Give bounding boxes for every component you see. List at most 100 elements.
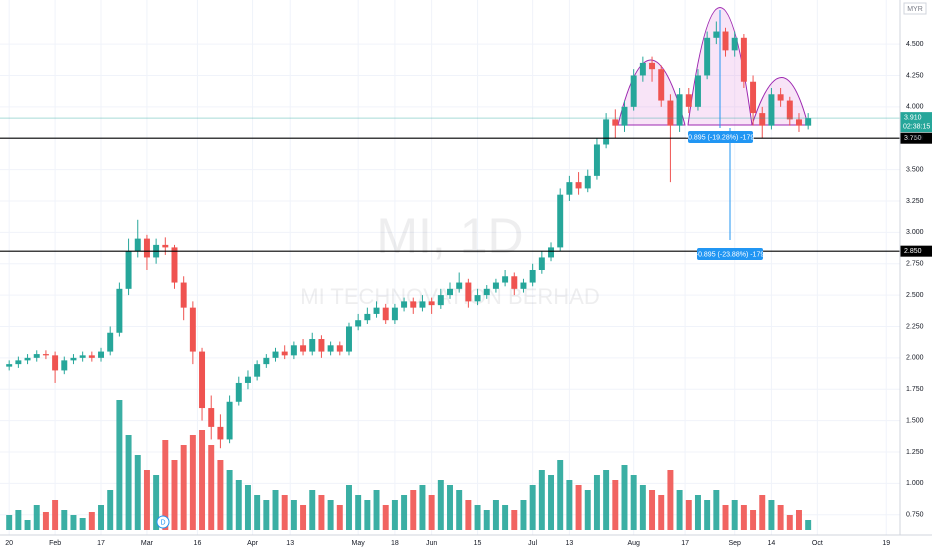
- candle-body: [419, 301, 426, 308]
- candle-body: [722, 31, 729, 51]
- candle-body: [465, 282, 472, 302]
- volume-bar: [254, 495, 261, 530]
- candle-body: [694, 75, 701, 107]
- x-tick-label: Aug: [627, 540, 640, 547]
- y-tick-label: 4.500: [906, 41, 924, 48]
- candle-body: [134, 238, 141, 252]
- volume-bar: [290, 500, 297, 530]
- x-tick-label: 17: [97, 540, 105, 547]
- candle-body: [492, 282, 499, 289]
- volume-bar: [107, 490, 114, 530]
- candle-body: [98, 351, 105, 358]
- candle-body: [630, 75, 637, 107]
- candle-body: [318, 339, 325, 352]
- measure-label: -0.895 (-19.28%) -179: [686, 134, 755, 141]
- x-tick-label: Mar: [141, 540, 154, 547]
- candle-body: [309, 339, 316, 352]
- volume-bar: [116, 400, 123, 530]
- candle-body: [740, 37, 747, 82]
- volume-bar: [603, 470, 610, 530]
- level-label: 2.850: [904, 248, 922, 255]
- candle-body: [199, 351, 206, 409]
- volume-bar: [263, 500, 270, 530]
- volume-bar: [584, 490, 591, 530]
- candle-body: [667, 100, 674, 126]
- volume-bar: [355, 495, 362, 530]
- candle-body: [33, 354, 40, 358]
- x-tick-label: 18: [391, 540, 399, 547]
- volume-bar: [483, 510, 490, 530]
- volume-bar: [143, 470, 150, 530]
- volume-bar: [520, 500, 527, 530]
- volume-bar: [235, 480, 242, 530]
- volume-bar: [722, 505, 729, 530]
- candle-body: [474, 295, 481, 302]
- measure-box: [697, 248, 763, 260]
- y-tick-label: 1.750: [906, 386, 924, 393]
- volume-bar: [208, 445, 215, 530]
- x-tick-label: Jul: [528, 540, 537, 547]
- candle-body: [410, 301, 417, 308]
- volume-bar: [61, 510, 68, 530]
- volume-bar: [548, 475, 555, 530]
- candle-body: [162, 244, 169, 248]
- volume-bar: [382, 505, 389, 530]
- x-tick-label: 15: [474, 540, 482, 547]
- volume-bar: [750, 510, 757, 530]
- volume-bar: [502, 505, 509, 530]
- candle-body: [566, 182, 573, 195]
- volume-bar: [731, 500, 738, 530]
- volume-bar: [281, 495, 288, 530]
- candle-body: [79, 355, 86, 358]
- candle-body: [364, 313, 371, 321]
- volume-bar: [79, 518, 86, 530]
- candle-body: [226, 401, 233, 440]
- x-tick-label: 13: [286, 540, 294, 547]
- volume-bar: [740, 505, 747, 530]
- last-price-label: 3.910: [904, 114, 922, 121]
- volume-bar: [153, 475, 160, 530]
- candle-body: [704, 37, 711, 76]
- candle-body: [42, 354, 49, 356]
- y-tick-label: 3.500: [906, 166, 924, 173]
- volume-bar: [777, 505, 784, 530]
- currency-box: [903, 2, 927, 15]
- y-tick-label: 2.000: [906, 355, 924, 362]
- volume-bar: [134, 455, 141, 530]
- volume-bar: [593, 475, 600, 530]
- volume-bar: [189, 435, 196, 530]
- candle-body: [548, 247, 555, 258]
- candle-body: [529, 269, 536, 283]
- volume-bar: [217, 460, 224, 530]
- dividend-marker[interactable]: [156, 515, 170, 529]
- candle-body: [6, 364, 13, 367]
- dividend-label[interactable]: D: [160, 519, 165, 526]
- x-tick-label: Sep: [728, 540, 741, 547]
- level-label: 3.750: [904, 135, 922, 142]
- y-tick-label: 2.500: [906, 292, 924, 299]
- volume-bar: [373, 490, 380, 530]
- volume-bar: [713, 490, 720, 530]
- y-tick-label: 4.000: [906, 104, 924, 111]
- volume-bar: [557, 460, 564, 530]
- candle-body: [189, 307, 196, 352]
- volume-bar: [52, 500, 59, 530]
- y-tick-label: 1.500: [906, 417, 924, 424]
- candle-body: [768, 94, 775, 126]
- volume-bar: [685, 500, 692, 530]
- volume-bar: [401, 495, 408, 530]
- volume-bar: [566, 480, 573, 530]
- volume-bar: [649, 490, 656, 530]
- candle-body: [290, 345, 297, 356]
- candle-body: [327, 345, 334, 352]
- volume-bar: [318, 495, 325, 530]
- candle-body: [649, 62, 656, 70]
- candle-body: [511, 276, 518, 289]
- candle-body: [593, 144, 600, 176]
- candle-body: [731, 37, 738, 51]
- candle-body: [382, 307, 389, 321]
- last-price-box: [900, 112, 932, 133]
- volume-bar: [88, 512, 95, 530]
- volume-bar: [98, 505, 105, 530]
